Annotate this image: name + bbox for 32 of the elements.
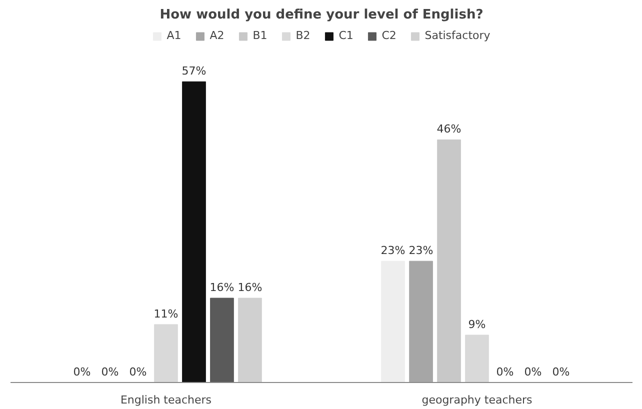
chart-title: How would you define your level of English? [160, 8, 484, 22]
bar [182, 81, 206, 382]
legend-label: B2 [296, 29, 312, 42]
data-label: 57% [182, 64, 206, 78]
data-label: 11% [154, 307, 178, 320]
bar [238, 298, 262, 382]
x-tick-label: geography teachers [422, 394, 533, 406]
bar [437, 139, 461, 382]
data-label: 9% [468, 318, 486, 331]
data-label: 23% [380, 244, 406, 258]
data-label: 0% [552, 366, 570, 378]
data-label: 23% [408, 244, 434, 258]
data-label: 0% [73, 366, 91, 378]
bar [409, 260, 433, 382]
legend-label: C1 [338, 29, 354, 42]
legend-label: C2 [382, 29, 398, 42]
data-label: 16% [238, 281, 262, 294]
data-label: 0% [101, 366, 119, 378]
legend-label: B1 [252, 29, 268, 42]
bar [154, 324, 178, 382]
data-label: 0% [496, 366, 514, 378]
legend-label: A1 [166, 29, 182, 42]
legend-label: A2 [210, 29, 226, 42]
data-label: 0% [129, 366, 147, 378]
data-label: 16% [210, 281, 234, 294]
legend-label: Satisfactory [424, 29, 490, 42]
data-label: 0% [524, 366, 542, 378]
x-tick-label: English teachers [120, 394, 212, 406]
bar [381, 260, 405, 382]
bar [210, 298, 234, 382]
data-label: 46% [436, 122, 462, 136]
bar [465, 334, 489, 382]
